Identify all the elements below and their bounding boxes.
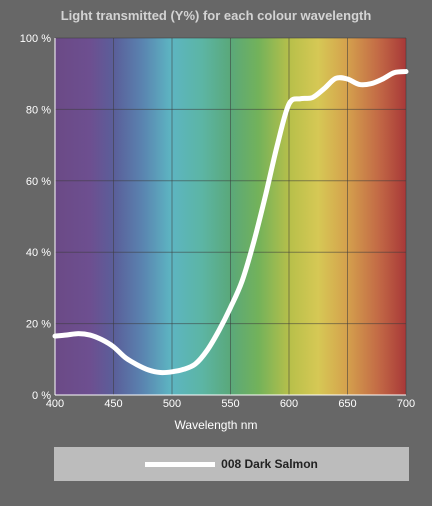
y-tick-label: 20 % — [26, 319, 51, 331]
chart-title: Light transmitted (Y%) for each colour w… — [60, 8, 372, 23]
x-tick-label: 450 — [104, 398, 122, 410]
legend-swatch — [145, 461, 216, 467]
y-tick-label: 100 % — [20, 33, 51, 45]
x-tick-label: 500 — [163, 398, 181, 410]
x-axis-label: Wavelength nm — [174, 418, 258, 432]
series-layer — [52, 69, 409, 376]
y-axis-ticks: 0 % 20 % 40 % 60 % 80 % 100 % — [20, 33, 51, 402]
legend-label: 008 Dark Salmon — [221, 457, 318, 471]
x-tick-label: 600 — [280, 398, 298, 410]
y-tick-label: 40 % — [26, 247, 51, 259]
x-tick-label: 650 — [338, 398, 356, 410]
legend: 008 Dark Salmon — [54, 447, 409, 481]
x-tick-label: 700 — [397, 398, 415, 410]
grid-layer — [54, 37, 407, 396]
y-tick-label: 60 % — [26, 176, 51, 188]
x-tick-label: 550 — [221, 398, 239, 410]
x-tick-label: 400 — [46, 398, 64, 410]
y-tick-label: 0 % — [32, 390, 51, 402]
x-axis-ticks: 400 450 500 550 600 650 700 — [46, 398, 415, 410]
y-tick-label: 80 % — [26, 104, 51, 116]
series-line — [52, 69, 409, 376]
